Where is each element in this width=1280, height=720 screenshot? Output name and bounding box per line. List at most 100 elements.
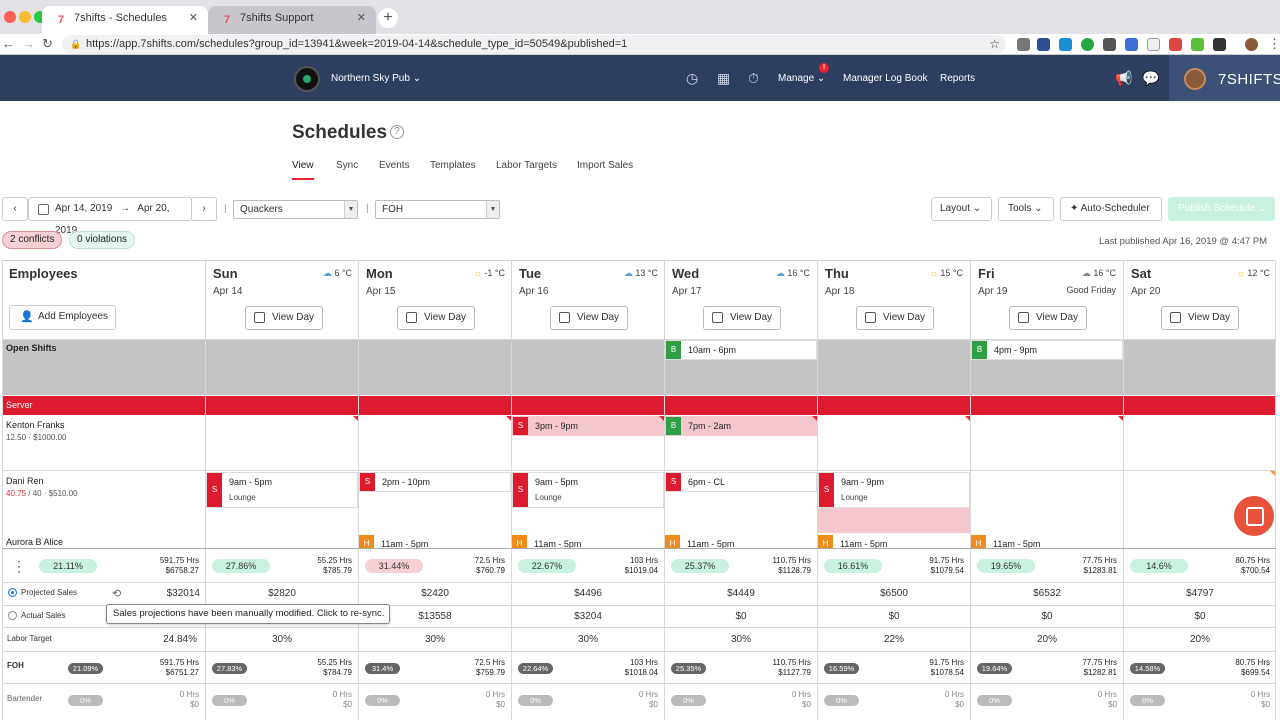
manage-menu[interactable]: Manage ⌄ [778, 73, 826, 84]
extension-icon[interactable] [1125, 38, 1138, 51]
manager-log-book-link[interactable]: Manager Log Book [843, 73, 928, 84]
profile-avatar-icon[interactable] [1245, 38, 1258, 51]
view-day-button-sun[interactable]: View Day [245, 306, 324, 330]
conflicts-badge[interactable]: 2 conflicts [2, 231, 63, 249]
labor-target-value[interactable]: 30% [271, 634, 292, 645]
labor-target-value[interactable]: 20% [1036, 634, 1057, 645]
more-options-icon[interactable]: ⋮ [12, 558, 26, 574]
projected-sales-value[interactable]: $6532 [1033, 588, 1061, 599]
url-field[interactable]: 🔒 https://app.7shifts.com/schedules?grou… [62, 35, 1006, 54]
shift[interactable]: H 11am - 5pm [512, 535, 664, 548]
tools-button[interactable]: Tools ⌄ [998, 197, 1054, 221]
tab-labor-targets[interactable]: Labor Targets [496, 160, 557, 171]
extension-icon[interactable] [1213, 38, 1226, 51]
back-icon[interactable]: ← [2, 36, 15, 51]
tab-view[interactable]: View [292, 160, 314, 171]
tab-templates[interactable]: Templates [430, 160, 476, 171]
announcement-icon[interactable]: 📢 [1115, 70, 1133, 86]
projected-sales-radio[interactable] [8, 588, 17, 597]
projected-sales-value[interactable]: $4449 [727, 588, 755, 599]
close-tab-icon[interactable]: ✕ [188, 12, 198, 24]
next-week-button[interactable]: › [191, 197, 217, 221]
browser-menu-icon[interactable]: ⋮ [1268, 36, 1280, 51]
add-employees-button[interactable]: 👤 Add Employees [9, 305, 116, 330]
labor-target-value[interactable]: 22% [883, 634, 904, 645]
tab-events[interactable]: Events [379, 160, 410, 171]
tab-sync[interactable]: Sync [336, 160, 359, 171]
labor-target-value[interactable]: 30% [730, 634, 751, 645]
projected-sales-value[interactable]: $32014 [166, 588, 200, 599]
new-tab-button[interactable]: + [378, 8, 398, 28]
layout-button[interactable]: Layout ⌄ [931, 197, 992, 221]
date-range-picker[interactable]: Apr 14, 2019 → Apr 20, 2019 [28, 197, 192, 236]
employee-aurora-b-alice[interactable]: Aurora B Alice [6, 537, 63, 547]
shift[interactable]: S 9am - 5pm Lounge [512, 472, 664, 508]
close-window-icon[interactable] [4, 11, 16, 23]
location-select[interactable]: Quackers ▼ [233, 200, 358, 219]
extension-icon[interactable] [1169, 38, 1182, 51]
labor-target-value[interactable]: 30% [577, 634, 598, 645]
bookmark-star-icon[interactable]: ☆ [989, 37, 1000, 51]
view-day-button-fri[interactable]: View Day [1009, 306, 1088, 330]
reload-icon[interactable]: ↻ [42, 36, 53, 51]
user-avatar[interactable] [1184, 68, 1206, 90]
shift[interactable]: S 9am - 5pm Lounge [206, 472, 358, 508]
resync-icon[interactable]: ⟲ [112, 588, 122, 600]
forward-icon[interactable]: → [22, 36, 35, 51]
temperature: 13 °C [635, 268, 658, 278]
shift[interactable]: H 11am - 5pm [359, 535, 511, 548]
labor-target-value[interactable]: 30% [424, 634, 445, 645]
shift[interactable]: S 6pm - CL [665, 472, 817, 492]
open-shift[interactable]: B 10am - 6pm [665, 340, 817, 360]
support-chat-button[interactable] [1234, 496, 1274, 536]
location-switcher[interactable]: Northern Sky Pub ⌄ [331, 73, 422, 84]
help-icon[interactable]: ? [390, 125, 404, 139]
projected-sales-value[interactable]: $2820 [268, 588, 296, 599]
labor-target-value[interactable]: 20% [1189, 634, 1210, 645]
extension-icon[interactable] [1017, 38, 1030, 51]
dashboard-icon[interactable]: ◷ [686, 70, 699, 86]
view-day-button-sat[interactable]: View Day [1161, 306, 1240, 330]
projected-sales-value[interactable]: $4797 [1186, 588, 1214, 599]
shift[interactable]: H 11am - 5pm [971, 535, 1123, 548]
projected-sales-value[interactable]: $6500 [880, 588, 908, 599]
violations-badge[interactable]: 0 violations [69, 231, 136, 249]
close-tab-icon[interactable]: ✕ [356, 12, 366, 24]
shift[interactable]: H 11am - 5pm [818, 535, 970, 548]
extension-icon[interactable] [1059, 38, 1072, 51]
view-day-button-thu[interactable]: View Day [856, 306, 935, 330]
shift[interactable]: S 9am - 9pm Lounge [818, 472, 970, 508]
shift[interactable]: S 3pm - 9pm [512, 416, 664, 436]
aurora-shift-row: H 11am - 5pm H 11am - 5pm H 11am - 5pm H 11a… [2, 534, 1276, 548]
chat-icon[interactable]: 💬 [1142, 70, 1160, 86]
extension-icon[interactable] [1191, 38, 1204, 51]
browser-tab-support[interactable]: 7 7shifts Support ✕ [208, 6, 376, 34]
browser-tab-schedules[interactable]: 7 7shifts - Schedules ✕ [42, 6, 208, 34]
extension-icon[interactable] [1037, 38, 1050, 51]
stopwatch-icon[interactable]: ⏱ [748, 70, 759, 86]
employee-kenton-franks[interactable]: Kenton Franks 12.50 · $1000.00 [6, 420, 67, 442]
publish-schedule-button[interactable]: Publish Schedule ⌄ [1168, 197, 1275, 221]
shift[interactable]: S 2pm - 10pm [359, 472, 511, 492]
extension-icon[interactable] [1147, 38, 1160, 51]
reports-link[interactable]: Reports [940, 73, 976, 84]
view-day-button-wed[interactable]: View Day [703, 306, 782, 330]
projected-sales-value[interactable]: $4496 [574, 588, 602, 599]
labor-target-value[interactable]: 24.84% [163, 634, 197, 645]
extension-icon[interactable] [1081, 38, 1094, 51]
actual-sales-radio[interactable] [8, 611, 17, 620]
projected-sales-value[interactable]: $2420 [421, 588, 449, 599]
department-select[interactable]: FOH ▼ [375, 200, 500, 219]
prev-week-button[interactable]: ‹ [2, 197, 28, 221]
view-day-button-tue[interactable]: View Day [550, 306, 629, 330]
shift[interactable]: H 11am - 5pm [665, 535, 817, 548]
extension-icon[interactable] [1103, 38, 1116, 51]
minimize-window-icon[interactable] [19, 11, 31, 23]
employee-dani-ren[interactable]: Dani Ren 40.75 / 40 · $510.00 [6, 476, 78, 498]
calendar-icon[interactable]: ▦ [717, 70, 731, 86]
shift[interactable]: B 7pm - 2am [665, 416, 817, 436]
tab-import-sales[interactable]: Import Sales [577, 160, 634, 171]
view-day-button-mon[interactable]: View Day [397, 306, 476, 330]
open-shift[interactable]: B 4pm - 9pm [971, 340, 1123, 360]
auto-scheduler-button[interactable]: ✦ Auto-Scheduler [1060, 197, 1162, 221]
